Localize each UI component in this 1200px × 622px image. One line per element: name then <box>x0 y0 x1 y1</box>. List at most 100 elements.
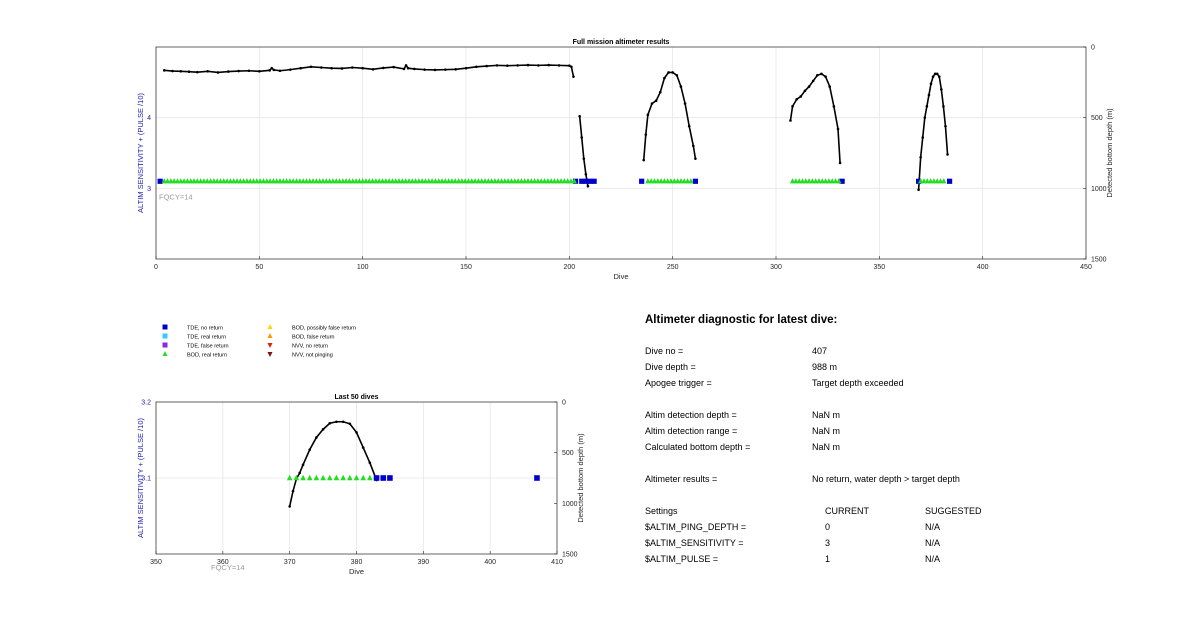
full-bod-marker <box>379 178 386 184</box>
full-depth-point <box>299 66 302 70</box>
full-bod-marker <box>181 178 187 184</box>
full-bod-marker <box>280 178 286 184</box>
settings-header-cell: CURRENT <box>825 506 869 516</box>
settings-cell: 0 <box>825 522 831 532</box>
diagnostic-title: Altimeter diagnostic for latest dive: <box>645 314 838 326</box>
full-bod-marker <box>789 178 796 184</box>
full-depth-point <box>351 66 354 69</box>
full-y-right-tick-label: 0 <box>1091 45 1095 52</box>
full-bod-marker <box>333 178 339 184</box>
full-depth-point <box>679 85 683 88</box>
full-bod-marker <box>274 178 280 184</box>
full-bod-marker <box>241 178 247 184</box>
full-x-tick-label: 0 <box>154 264 158 271</box>
full-depth-point <box>162 69 166 72</box>
full-bod-marker <box>819 178 825 184</box>
full-bod-marker <box>568 178 574 184</box>
full-bod-marker <box>684 178 691 184</box>
full-depth-point <box>824 75 827 78</box>
full-bod-marker <box>836 178 842 184</box>
full-bod-marker <box>310 178 316 184</box>
settings-cell: N/A <box>925 554 941 564</box>
full-depth-point <box>371 68 375 71</box>
last50-depth-point <box>335 420 338 424</box>
full-depth-point <box>171 69 174 73</box>
full-depth-point <box>838 161 842 165</box>
full-depth-point <box>572 75 575 78</box>
full-depth-point <box>444 68 447 71</box>
full-bod-marker <box>260 178 267 184</box>
last50-bod-marker <box>347 474 353 481</box>
full-bod-marker <box>558 178 564 184</box>
full-tde-marker <box>839 178 845 184</box>
full-bod-marker <box>277 178 283 184</box>
full-bod-marker <box>303 178 310 184</box>
last50-depth-point <box>348 422 352 426</box>
full-bod-marker <box>416 178 422 184</box>
full-bod-marker <box>257 178 263 184</box>
full-bod-marker <box>234 178 240 184</box>
last50-depth-point <box>288 505 291 508</box>
full-depth-point <box>946 153 949 156</box>
full-bod-marker <box>482 178 488 184</box>
full-depth-point <box>454 68 457 71</box>
full-depth-point <box>650 102 654 105</box>
full-depth-point <box>646 113 650 117</box>
full-bod-marker <box>267 178 273 184</box>
full-depth-point <box>506 64 509 67</box>
full-bod-marker <box>505 178 511 184</box>
last50-bod-marker <box>333 474 340 481</box>
full-bod-marker <box>171 178 177 184</box>
last50-depth-point <box>328 421 332 425</box>
legend-marker-3 <box>162 342 168 348</box>
full-bod-marker <box>346 178 353 184</box>
diag-value: NaN m <box>812 426 841 436</box>
full-bod-marker <box>498 178 505 184</box>
diag-value: 407 <box>812 346 828 356</box>
full-bod-marker <box>350 178 356 184</box>
full-depth-point <box>475 65 478 69</box>
full-depth-point <box>789 119 792 122</box>
full-bod-marker <box>538 178 544 184</box>
full-bod-marker <box>386 178 392 184</box>
full-depth-point <box>237 69 240 73</box>
legend-label-1: TDE, no return <box>187 326 223 332</box>
full-bod-marker <box>412 178 419 184</box>
last50-depth-point <box>315 436 318 439</box>
full-depth-point <box>586 184 590 188</box>
legend-label-8: NVV, not pinging <box>292 353 333 359</box>
full-x-tick-label: 150 <box>460 264 472 271</box>
full-depth-point <box>526 63 530 67</box>
full-bod-marker <box>515 178 521 184</box>
full-bod-marker <box>665 178 671 184</box>
full-bod-marker <box>396 178 402 184</box>
full-bod-marker <box>340 178 346 184</box>
full-x-tick-label: 450 <box>1080 264 1092 271</box>
full-depth-point <box>547 63 550 67</box>
full-bod-marker <box>406 178 412 184</box>
full-bod-marker <box>373 178 379 184</box>
full-bod-marker <box>541 178 548 184</box>
full-bod-marker <box>799 178 806 184</box>
diag-value: 988 m <box>812 362 838 372</box>
full-bod-marker <box>545 178 551 184</box>
full-bod-marker <box>934 178 940 184</box>
full-bod-marker <box>198 178 204 184</box>
full-depth-point <box>382 66 385 70</box>
full-axes-box <box>155 46 1087 260</box>
last50-bod-marker <box>300 474 306 481</box>
full-bod-marker <box>668 178 674 184</box>
full-bod-marker <box>918 178 924 184</box>
settings-cell: $ALTIM_PULSE = <box>645 554 719 564</box>
diag-value: NaN m <box>812 442 841 452</box>
legend-marker-5 <box>267 324 273 329</box>
full-y-left-tick-label: 3 <box>147 186 151 193</box>
full-depth-point <box>919 155 922 159</box>
full-depth-point <box>694 157 697 160</box>
full-bod-marker <box>217 178 224 184</box>
legend-label-3: TDE, false return <box>187 344 229 350</box>
settings-cell: 1 <box>825 554 831 564</box>
full-depth-point <box>791 105 794 108</box>
full-bod-marker <box>806 178 812 184</box>
full-bod-marker <box>204 178 210 184</box>
